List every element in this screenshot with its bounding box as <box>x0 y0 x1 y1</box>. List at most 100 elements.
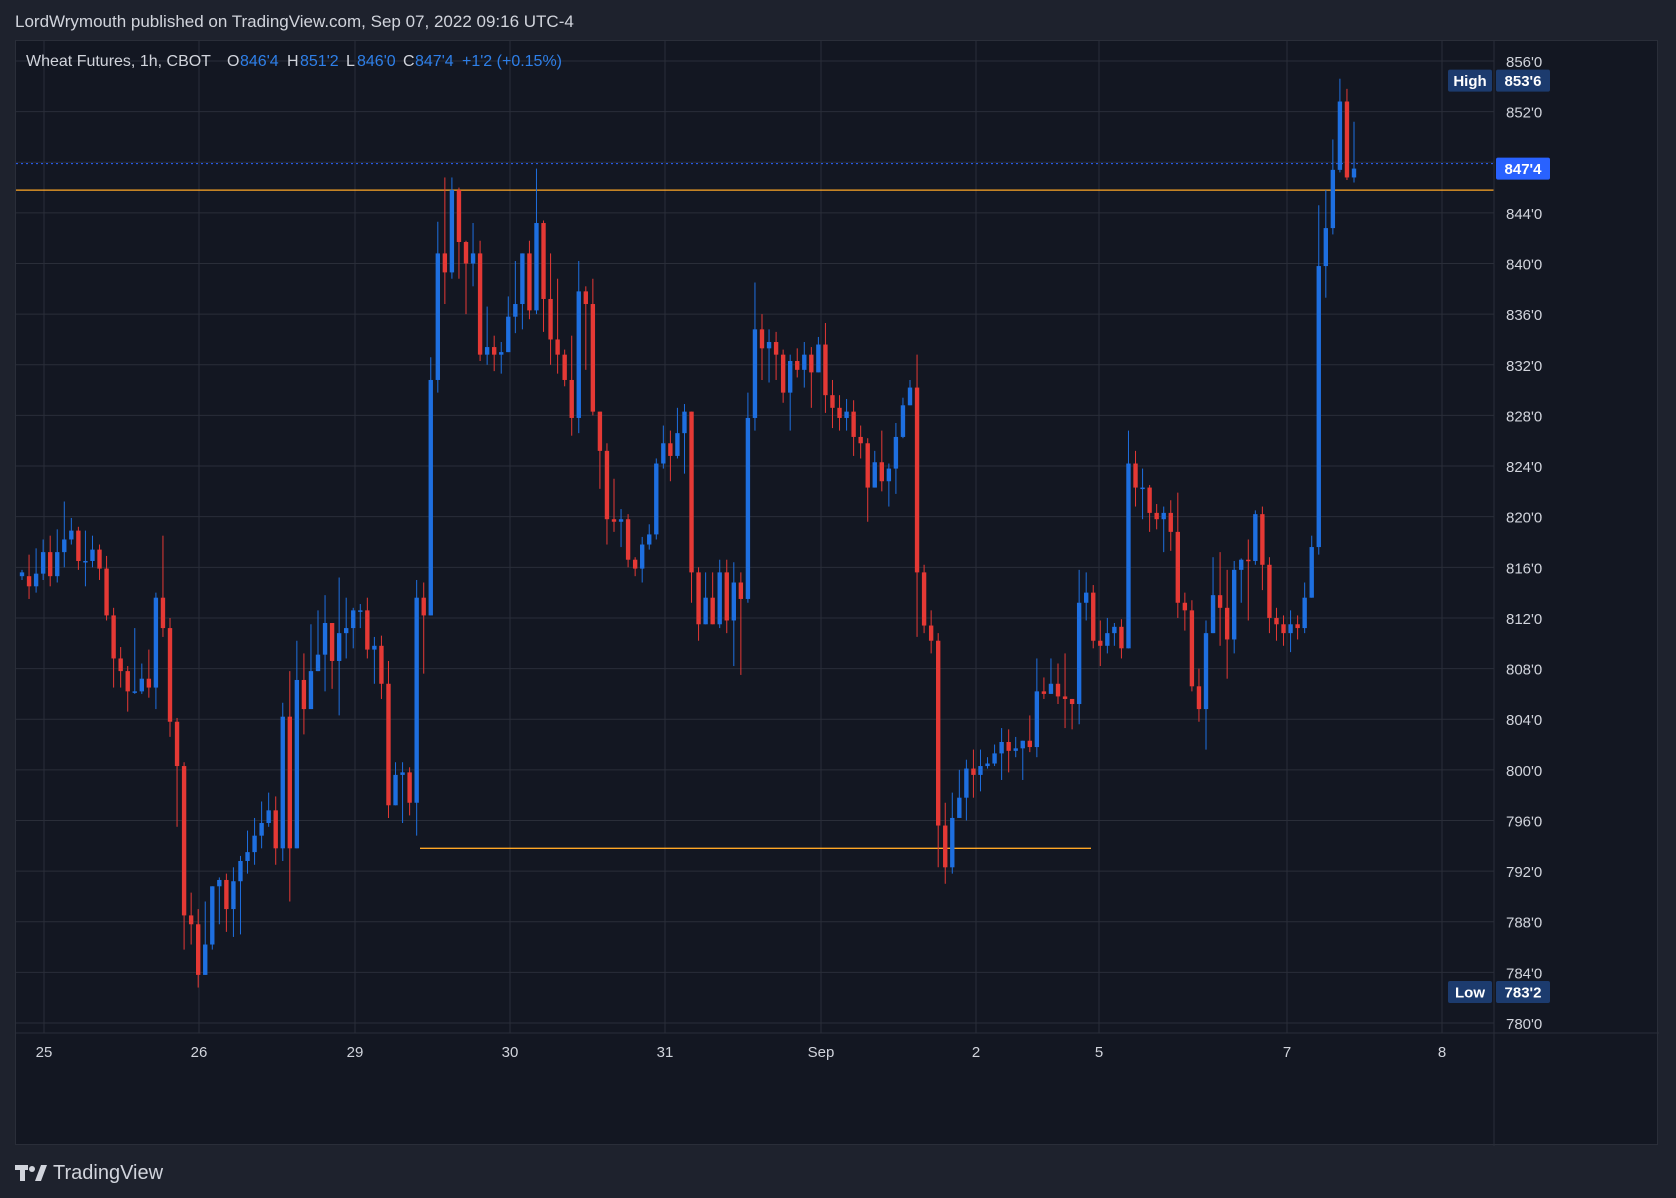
candle <box>851 400 856 456</box>
high-marker-label: High <box>1453 73 1486 90</box>
candle <box>421 582 426 674</box>
candle-body <box>435 253 440 380</box>
candle-body <box>654 463 659 535</box>
candle <box>329 623 335 689</box>
y-tick-label: 844'0 <box>1506 206 1542 223</box>
candle <box>294 640 300 849</box>
candle <box>1281 615 1286 646</box>
candle-body <box>1351 168 1357 178</box>
candle <box>463 240 469 315</box>
x-tick-label: 26 <box>191 1044 208 1061</box>
candle <box>1133 450 1138 507</box>
candle <box>562 349 567 387</box>
candle <box>1126 430 1131 649</box>
candle-body <box>611 519 617 522</box>
candle <box>675 407 680 459</box>
candle-body <box>442 253 448 273</box>
candle <box>449 177 455 279</box>
candle-body <box>1316 266 1321 548</box>
footer-brand[interactable]: TradingView <box>15 1160 163 1186</box>
y-tick-label: 824'0 <box>1506 459 1542 476</box>
candle-body <box>449 190 455 273</box>
low-marker-value-box <box>1496 980 1550 1003</box>
candle <box>1309 535 1314 598</box>
legend-open-label: O <box>227 53 239 70</box>
candlestick-chart[interactable]: 780'0 784'0 788'0 792'0 796'0 800'0 804'0 808'0… <box>16 41 1659 1146</box>
candle-body <box>153 597 159 688</box>
candle-body <box>795 360 800 370</box>
candle-body <box>1224 607 1230 640</box>
candle-body <box>62 539 67 553</box>
candle-body <box>1048 683 1054 694</box>
candle-body <box>273 810 278 849</box>
candle <box>569 335 574 436</box>
candle-body <box>1069 698 1075 705</box>
candle-body <box>1309 547 1314 598</box>
candle <box>992 744 997 767</box>
candle-body <box>971 768 976 775</box>
chart-panel[interactable]: 780'0 784'0 788'0 792'0 796'0 800'0 804'0 808'0… <box>15 40 1659 1146</box>
horizontal-levels[interactable] <box>16 163 1494 849</box>
candle <box>365 597 370 659</box>
candle-body <box>943 825 948 868</box>
candle <box>1041 677 1047 699</box>
candle <box>1295 615 1300 640</box>
candle <box>492 335 497 372</box>
candle-body <box>640 544 645 569</box>
candle-body <box>484 347 490 355</box>
candle <box>1351 121 1357 183</box>
candle-body <box>534 223 539 311</box>
candle-body <box>780 354 786 393</box>
candle-body <box>69 530 74 540</box>
candle-body <box>1098 640 1103 646</box>
candle-body <box>139 678 144 692</box>
candle <box>181 762 187 950</box>
candle <box>153 592 159 710</box>
legend-close-value: 847'4 <box>415 53 454 70</box>
candle-body <box>400 772 405 775</box>
x-tick-label: Sep <box>808 1044 835 1061</box>
candle <box>506 296 511 353</box>
y-tick-label: 812'0 <box>1506 611 1542 628</box>
y-tick-label: 840'0 <box>1506 257 1542 274</box>
candle-body <box>238 860 243 882</box>
last-price-value-box <box>1496 157 1550 180</box>
candle <box>654 458 659 540</box>
candle-body <box>174 721 180 767</box>
candle-body <box>1013 748 1018 751</box>
candle <box>950 792 955 874</box>
candle <box>1147 485 1152 532</box>
axes: 780'0 784'0 788'0 792'0 796'0 800'0 804'0 808'0… <box>16 41 1659 1146</box>
candle <box>62 501 67 568</box>
candle-body <box>1133 463 1138 488</box>
candle-body <box>625 519 631 560</box>
candle-body <box>1091 592 1096 641</box>
candle <box>245 830 250 874</box>
x-tick-label: 8 <box>1438 1044 1446 1061</box>
candle <box>203 901 208 975</box>
candle <box>1253 510 1258 565</box>
candle <box>139 663 144 694</box>
candle <box>19 569 25 580</box>
candle-body <box>604 450 610 520</box>
footer-brand-name: TradingView <box>53 1161 164 1184</box>
candle <box>1196 668 1202 722</box>
x-tick-label: 7 <box>1283 1044 1291 1061</box>
candles <box>19 78 1357 988</box>
candle-body <box>308 671 314 710</box>
candle <box>971 749 976 798</box>
candle-body <box>470 253 476 264</box>
candle-body <box>463 242 469 264</box>
candle-body <box>1175 531 1180 603</box>
candle-body <box>921 572 927 626</box>
candle <box>167 617 173 737</box>
candle-body <box>33 573 39 587</box>
y-tick-label: 816'0 <box>1506 560 1542 577</box>
candle <box>1119 619 1124 659</box>
candle-body <box>19 572 25 577</box>
candle-body <box>125 671 130 692</box>
legend-high-value: 851'2 <box>300 53 339 70</box>
candle-body <box>802 354 807 370</box>
y-tick-label: 800'0 <box>1506 763 1542 780</box>
candle-body <box>118 658 123 672</box>
